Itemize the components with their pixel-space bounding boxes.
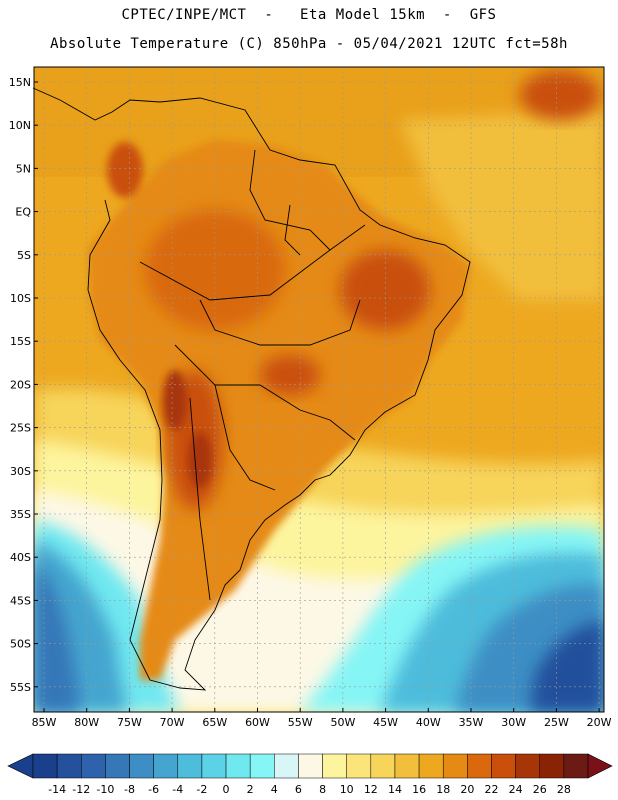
colorbar-min-arrow xyxy=(7,753,34,779)
longitude-label: 80W xyxy=(74,716,99,729)
longitude-label: 70W xyxy=(160,716,185,729)
colorbar-swatch xyxy=(105,753,130,779)
colorbar-swatch xyxy=(56,753,82,779)
colorbar-swatch xyxy=(81,753,106,779)
latitude-labels: 15N 10N 5N EQ 5S 10S 15S 20S 25S 30S 35S 40S 45S 50S 5… xyxy=(9,76,38,694)
latitude-label: 5S xyxy=(17,249,31,262)
longitude-label: 30W xyxy=(501,716,526,729)
longitude-label: 45W xyxy=(373,716,398,729)
coastlines-borders xyxy=(32,87,471,691)
colorbar-swatch xyxy=(467,753,492,779)
colorbar-max-arrow xyxy=(587,753,613,779)
colorbar-tick-label: -14 xyxy=(48,783,66,796)
colorbar xyxy=(7,753,613,779)
latitude-label: EQ xyxy=(15,206,31,219)
latitude-label: 35S xyxy=(10,508,31,521)
colorbar-swatch xyxy=(370,753,396,779)
colorbar-swatch xyxy=(394,753,420,779)
colorbar-swatch xyxy=(539,753,565,779)
longitude-labels: 85W 80W 75W 70W 65W 60W 55W 50W 45W 40W 35W 30W 25W 2… xyxy=(32,708,612,729)
longitude-label: 35W xyxy=(459,716,484,729)
latitude-label: 5N xyxy=(16,162,31,175)
colorbar-tick-label: 18 xyxy=(436,783,450,796)
colorbar-tick-label: 12 xyxy=(364,783,378,796)
graticule-grid xyxy=(34,67,604,712)
colorbar-tick-labels: -14 -12 -10 -8 -6 -4 -2 0 2 4 6 8 10 12 14 16 18 20 22 24 26… xyxy=(48,783,571,796)
colorbar-swatch xyxy=(177,753,203,779)
colorbar-swatch xyxy=(322,753,347,779)
colorbar-tick-label: 8 xyxy=(319,783,326,796)
colorbar-swatch xyxy=(442,753,468,779)
longitude-label: 20W xyxy=(587,716,612,729)
colorbar-swatch xyxy=(274,753,299,779)
colorbar-tick-label: 6 xyxy=(295,783,302,796)
latitude-label: 10N xyxy=(9,119,31,132)
colorbar-swatch xyxy=(418,753,444,779)
longitude-label: 65W xyxy=(202,716,227,729)
map-title-line1: CPTEC/INPE/MCT - Eta Model 15km - GFS xyxy=(121,7,497,23)
colorbar-tick-label: 0 xyxy=(223,783,230,796)
longitude-label: 55W xyxy=(288,716,313,729)
map-title-line2: Absolute Temperature (C) 850hPa - 05/04/… xyxy=(50,36,568,52)
colorbar-tick-label: 2 xyxy=(247,783,254,796)
colorbar-swatch xyxy=(515,753,540,779)
latitude-label: 15S xyxy=(10,335,31,348)
colorbar-swatch xyxy=(249,753,275,779)
colorbar-swatch xyxy=(201,753,227,779)
longitude-label: 60W xyxy=(245,716,270,729)
colorbar-swatch xyxy=(225,753,251,779)
colorbar-swatch xyxy=(491,753,516,779)
colorbar-tick-label: -8 xyxy=(124,783,135,796)
latitude-label: 20S xyxy=(10,378,31,391)
colorbar-tick-label: -4 xyxy=(172,783,183,796)
colorbar-tick-label: -12 xyxy=(72,783,90,796)
colorbar-tick-label: 10 xyxy=(340,783,354,796)
colorbar-tick-label: 28 xyxy=(557,783,571,796)
longitude-label: 85W xyxy=(32,716,57,729)
latitude-label: 15N xyxy=(9,76,31,89)
colorbar-tick-label: 4 xyxy=(271,783,278,796)
longitude-label: 25W xyxy=(544,716,569,729)
colorbar-tick-label: -2 xyxy=(196,783,207,796)
colorbar-tick-label: 14 xyxy=(388,783,402,796)
latitude-label: 10S xyxy=(10,292,31,305)
latitude-label: 40S xyxy=(10,551,31,564)
temperature-field xyxy=(34,67,604,712)
colorbar-swatch xyxy=(563,753,589,779)
colorbar-tick-label: -10 xyxy=(96,783,114,796)
longitude-label: 75W xyxy=(117,716,142,729)
colorbar-swatch xyxy=(153,753,179,779)
latitude-label: 45S xyxy=(10,594,31,607)
colorbar-swatch xyxy=(346,753,372,779)
colorbar-tick-label: 22 xyxy=(484,783,498,796)
colorbar-tick-label: 20 xyxy=(460,783,474,796)
colorbar-swatch xyxy=(298,753,323,779)
latitude-label: 30S xyxy=(10,465,31,478)
map-frame xyxy=(33,66,605,713)
longitude-label: 40W xyxy=(416,716,441,729)
colorbar-tick-label: -6 xyxy=(148,783,159,796)
colorbar-tick-label: 24 xyxy=(509,783,523,796)
colorbar-tick-label: 26 xyxy=(533,783,547,796)
latitude-label: 50S xyxy=(10,638,31,651)
colorbar-swatch xyxy=(32,753,58,779)
colorbar-swatch xyxy=(129,753,154,779)
latitude-label: 25S xyxy=(10,422,31,435)
longitude-label: 50W xyxy=(330,716,355,729)
latitude-label: 55S xyxy=(10,681,31,694)
colorbar-tick-label: 16 xyxy=(412,783,426,796)
